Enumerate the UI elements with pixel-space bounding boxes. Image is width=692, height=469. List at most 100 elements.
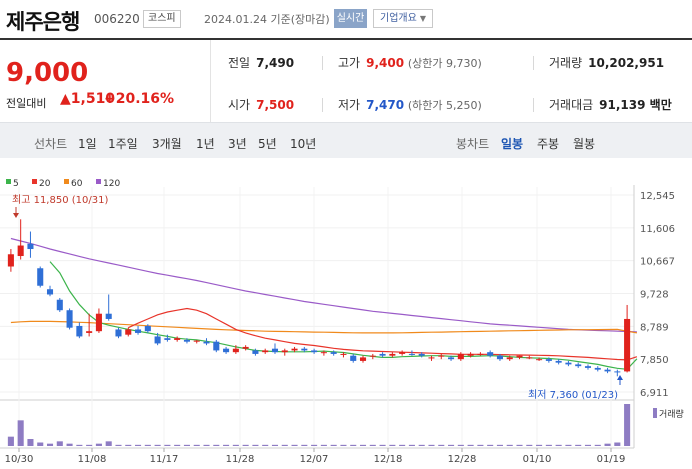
corp-info-button[interactable]: 기업개요 ▼ [373,9,433,28]
candle-body [135,329,142,333]
candle-body [604,369,611,372]
volume-bar [301,444,308,446]
change-value: ▲1,510 [60,91,116,107]
volume-bar [115,444,122,446]
volume-bar [193,444,200,446]
tab-1d[interactable]: 1일 [78,137,97,151]
prev-close: 전일 7,490 [228,54,294,71]
corp-info-label: 기업개요 [380,13,417,24]
volume-bar [135,444,142,446]
high-value: 9,400 [366,56,405,70]
volume-bar [281,444,288,446]
col-divider [533,98,534,112]
volume-legend-swatch [653,408,657,418]
volume-bar [252,444,259,446]
tab-5y[interactable]: 5년 [258,137,277,151]
open-price: 시가 7,500 [228,96,294,113]
candle-body [262,350,269,353]
candle-body [526,357,533,359]
volume-bar [457,444,464,446]
change-percent: +20.16% [104,91,175,107]
high-label: 고가 [338,56,361,70]
tab-3y[interactable]: 3년 [228,137,247,151]
volume-bar [448,444,455,446]
candle-body [496,355,503,360]
candle-body [291,348,298,351]
amount-label: 거래대금 [549,98,594,112]
volume-bar [594,444,601,446]
volume-bar [95,443,102,446]
candle-body [350,355,357,361]
open-label: 시가 [228,98,251,112]
volume-bar [232,444,239,446]
candle-body [252,350,259,354]
volume-value: 10,202,951 [588,56,665,70]
volume-bar [27,439,34,446]
candle-body [164,338,171,340]
legend-label: 5 [13,179,19,189]
line-chart-label: 선차트 [34,137,68,151]
low-value: 7,470 [366,98,405,112]
low-label: 저가 [338,98,361,112]
volume-bar [311,444,318,446]
volume-bar [330,444,337,446]
ma-120-line [10,237,637,333]
y-tick-label: 9,728 [640,290,669,301]
price-divider [210,40,211,122]
candle-body [46,289,54,295]
low-price: 저가 7,470 (하한가 5,250) [338,96,482,113]
volume-bar [271,444,279,446]
volume-bar [506,444,513,446]
volume-bar [477,444,484,446]
volume-bar [66,443,73,446]
volume-legend-label: 거래량 [659,408,684,420]
col-divider [322,56,323,70]
trade-amount: 거래대금 91,139 백만 [549,96,672,113]
x-tick-label: 01/10 [523,454,552,465]
candle-body [575,364,582,367]
lower-limit: (하한가 5,250) [407,99,482,112]
candle-body [457,353,464,360]
candle-body [389,353,396,356]
volume-bar [428,444,435,446]
volume-bar [350,444,357,446]
tab-10y[interactable]: 10년 [290,137,317,151]
volume-bar [340,444,347,446]
volume-bar [7,436,14,446]
candle-body [487,352,494,356]
candle-body [242,346,249,349]
tab-daily[interactable]: 일봉 [501,137,524,151]
candle-body [369,355,376,357]
volume-bar [164,444,171,446]
tab-monthly[interactable]: 월봉 [573,137,596,151]
tab-1w[interactable]: 1주일 [108,137,138,151]
stock-name: 제주은행 [6,10,80,34]
upper-limit: (상한가 9,730) [407,57,482,70]
chevron-down-icon: ▼ [419,14,426,23]
volume-bar [526,444,533,446]
realtime-button[interactable]: 실시간 [334,9,367,28]
tab-weekly[interactable]: 주봉 [537,137,560,151]
candle-body [565,362,572,365]
volume-bar [399,444,406,446]
candle-body [37,268,44,286]
candle-body [555,360,562,363]
volume-bar [516,444,523,446]
candle-body [330,352,337,354]
x-tick-label: 10/30 [5,454,34,465]
tab-3m[interactable]: 3개월 [152,137,182,151]
candle-body [438,355,445,357]
volume-bar [17,420,24,446]
volume-bar [438,444,445,446]
candle-body [271,348,279,353]
market-badge: 코스피 [143,10,181,28]
x-tick-label: 01/19 [597,454,626,465]
tab-1y[interactable]: 1년 [196,137,215,151]
x-tick-label: 12/28 [448,454,477,465]
chart-tabs: 선차트 1일 1주일 3개월 1년 3년 5년 10년 봉차트 일봉 주봉 월봉 [0,122,692,158]
volume-bar [291,444,298,446]
candle-body [7,254,14,267]
candle-body [506,357,513,360]
candle-body [624,318,631,372]
stock-code: 006220 [94,12,140,26]
